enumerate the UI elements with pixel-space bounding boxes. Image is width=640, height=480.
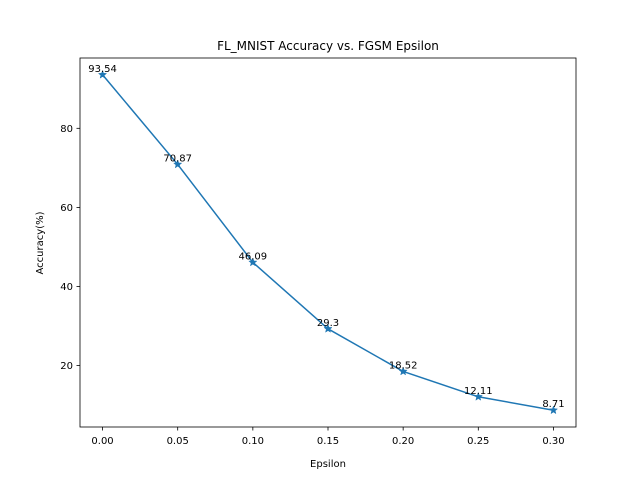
x-axis-label: Epsilon — [310, 459, 346, 470]
data-point — [97, 69, 108, 79]
y-tick-label: 60 — [60, 203, 73, 214]
x-tick-label: 0.10 — [242, 436, 264, 447]
data-label: 29.3 — [317, 318, 339, 329]
data-label: 93.54 — [88, 64, 117, 75]
y-tick-label: 40 — [60, 282, 73, 293]
data-label: 12.11 — [464, 386, 493, 397]
data-point — [323, 323, 333, 333]
y-tick-label: 20 — [60, 361, 73, 372]
x-tick-label: 0.25 — [467, 436, 489, 447]
data-point — [548, 405, 559, 415]
data-label: 46.09 — [239, 251, 268, 262]
plot-area: 0.00 0.05 0.10 0.15 0.20 0.25 0.30 20 40 60 80 93.5… — [60, 64, 564, 447]
data-point — [473, 391, 483, 401]
data-point — [248, 257, 258, 267]
x-tick-label: 0.20 — [392, 436, 414, 447]
chart-title: FL_MNIST Accuracy vs. FGSM Epsilon — [217, 39, 439, 53]
x-tick-label: 0.00 — [91, 436, 113, 447]
y-axis-label: Accuracy(%) — [35, 211, 46, 274]
x-tick-label: 0.15 — [317, 436, 339, 447]
axes-frame — [79, 57, 577, 428]
data-label: 8.71 — [542, 399, 564, 410]
data-label: 70.87 — [163, 153, 192, 164]
data-point — [398, 366, 408, 376]
data-point — [173, 159, 183, 169]
x-tick-label: 0.30 — [542, 436, 564, 447]
x-tick-label: 0.05 — [167, 436, 189, 447]
data-label: 18.52 — [389, 360, 418, 371]
y-tick-label: 80 — [60, 124, 73, 135]
